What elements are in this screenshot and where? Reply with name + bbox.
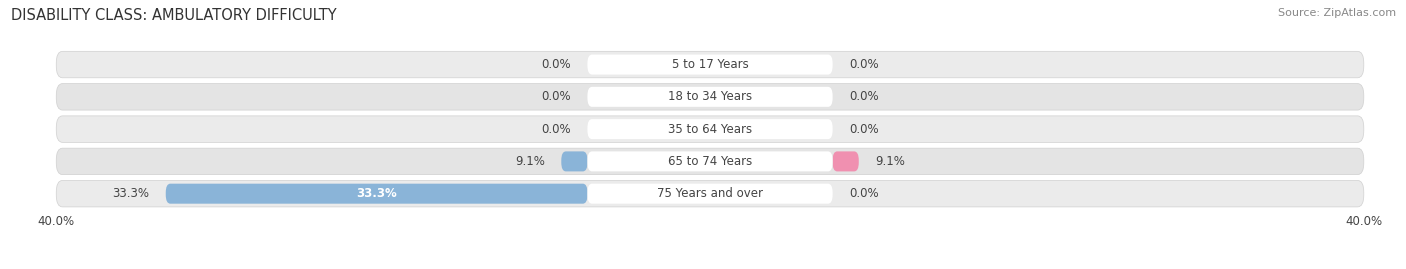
Text: 0.0%: 0.0%: [849, 187, 879, 200]
Text: 0.0%: 0.0%: [849, 90, 879, 103]
Text: 0.0%: 0.0%: [541, 123, 571, 136]
FancyBboxPatch shape: [588, 119, 832, 139]
Text: 35 to 64 Years: 35 to 64 Years: [668, 123, 752, 136]
Text: 0.0%: 0.0%: [849, 123, 879, 136]
Text: 18 to 34 Years: 18 to 34 Years: [668, 90, 752, 103]
Text: 33.3%: 33.3%: [112, 187, 149, 200]
FancyBboxPatch shape: [588, 184, 832, 204]
Text: 5 to 17 Years: 5 to 17 Years: [672, 58, 748, 71]
Text: 0.0%: 0.0%: [541, 58, 571, 71]
Text: DISABILITY CLASS: AMBULATORY DIFFICULTY: DISABILITY CLASS: AMBULATORY DIFFICULTY: [11, 8, 337, 23]
Text: 75 Years and over: 75 Years and over: [657, 187, 763, 200]
FancyBboxPatch shape: [588, 55, 832, 75]
FancyBboxPatch shape: [56, 148, 1364, 175]
FancyBboxPatch shape: [588, 87, 832, 107]
FancyBboxPatch shape: [832, 151, 859, 171]
Text: 33.3%: 33.3%: [356, 187, 396, 200]
Text: 0.0%: 0.0%: [541, 90, 571, 103]
FancyBboxPatch shape: [56, 180, 1364, 207]
FancyBboxPatch shape: [166, 184, 588, 204]
FancyBboxPatch shape: [588, 151, 832, 171]
Text: 0.0%: 0.0%: [849, 58, 879, 71]
Text: 9.1%: 9.1%: [875, 155, 905, 168]
FancyBboxPatch shape: [56, 116, 1364, 142]
Legend: Male, Female: Male, Female: [637, 266, 783, 269]
FancyBboxPatch shape: [56, 51, 1364, 78]
Text: Source: ZipAtlas.com: Source: ZipAtlas.com: [1278, 8, 1396, 18]
FancyBboxPatch shape: [56, 84, 1364, 110]
Text: 65 to 74 Years: 65 to 74 Years: [668, 155, 752, 168]
Text: 9.1%: 9.1%: [515, 155, 546, 168]
FancyBboxPatch shape: [561, 151, 588, 171]
